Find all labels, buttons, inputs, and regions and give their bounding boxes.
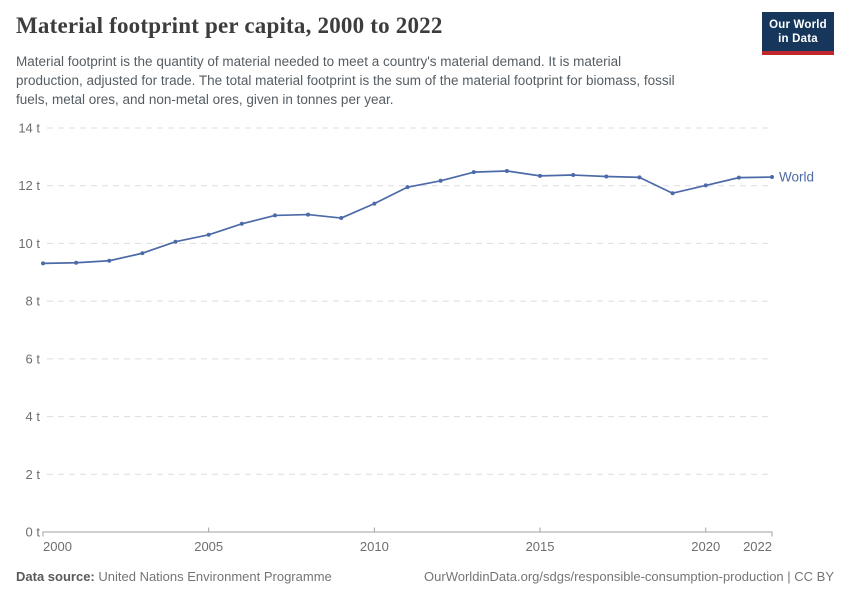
data-point-marker[interactable] bbox=[637, 175, 642, 180]
data-point-marker[interactable] bbox=[41, 261, 45, 266]
data-point-marker[interactable] bbox=[372, 201, 377, 206]
x-axis-line bbox=[42, 531, 773, 537]
chart-subtitle: Material footprint is the quantity of ma… bbox=[16, 52, 834, 109]
data-point-marker[interactable] bbox=[770, 175, 774, 180]
data-point-marker[interactable] bbox=[604, 174, 609, 179]
y-axis-tick-label: 0 t bbox=[26, 525, 41, 540]
data-source-value: United Nations Environment Programme bbox=[98, 569, 332, 584]
citation-link[interactable]: OurWorldinData.org/sdgs/responsible-cons… bbox=[424, 569, 834, 584]
x-axis-tick-label: 2015 bbox=[526, 539, 555, 554]
x-axis-tick-label: 2000 bbox=[43, 539, 72, 554]
data-point-marker[interactable] bbox=[471, 170, 476, 175]
owid-logo[interactable]: Our World in Data bbox=[762, 12, 834, 55]
data-point-marker[interactable] bbox=[173, 239, 178, 244]
data-point-marker[interactable] bbox=[703, 183, 708, 188]
data-point-marker[interactable] bbox=[504, 168, 509, 173]
owid-logo-text-line2: in Data bbox=[778, 33, 818, 45]
data-source-label: Data source: bbox=[16, 569, 95, 584]
y-axis-tick-label: 12 t bbox=[18, 178, 40, 193]
x-axis-tick-label: 2020 bbox=[691, 539, 720, 554]
chart-header: Material footprint per capita, 2000 to 2… bbox=[16, 12, 834, 109]
x-axis-tick-label: 2022 bbox=[743, 539, 772, 554]
data-point-marker[interactable] bbox=[571, 173, 576, 178]
data-point-marker[interactable] bbox=[339, 216, 344, 221]
data-point-marker[interactable] bbox=[140, 251, 145, 256]
x-axis-tick-label: 2010 bbox=[360, 539, 389, 554]
data-source: Data source: United Nations Environment … bbox=[16, 569, 332, 584]
subtitle-line: Material footprint is the quantity of ma… bbox=[16, 54, 622, 69]
data-point-marker[interactable] bbox=[538, 173, 543, 178]
y-axis-tick-label: 8 t bbox=[26, 294, 41, 309]
owid-logo-text-line1: Our World bbox=[769, 19, 827, 31]
data-point-marker[interactable] bbox=[736, 175, 741, 180]
subtitle-line: production, adjusted for trade. The tota… bbox=[16, 73, 675, 88]
data-point-marker[interactable] bbox=[206, 232, 211, 237]
data-point-marker[interactable] bbox=[272, 213, 277, 218]
data-point-marker[interactable] bbox=[239, 221, 244, 226]
series-end-label[interactable]: World bbox=[779, 170, 814, 185]
y-axis-tick-label: 14 t bbox=[18, 121, 40, 136]
data-point-marker[interactable] bbox=[405, 185, 410, 190]
data-point-marker[interactable] bbox=[670, 191, 675, 196]
x-axis-tick-label: 2005 bbox=[194, 539, 223, 554]
data-point-marker[interactable] bbox=[74, 260, 79, 265]
subtitle-line: fuels, metal ores, and non-metal ores, g… bbox=[16, 92, 394, 107]
y-axis-tick-label: 4 t bbox=[26, 409, 41, 424]
data-point-marker[interactable] bbox=[438, 178, 443, 183]
data-point-marker[interactable] bbox=[107, 258, 112, 263]
world-line[interactable] bbox=[42, 170, 773, 265]
y-axis-tick-label: 6 t bbox=[26, 351, 41, 366]
y-axis-tick-label: 10 t bbox=[18, 236, 40, 251]
data-point-marker[interactable] bbox=[306, 212, 311, 217]
chart-title: Material footprint per capita, 2000 to 2… bbox=[16, 13, 443, 38]
chart-footer: Data source: United Nations Environment … bbox=[16, 569, 834, 584]
y-axis-tick-label: 2 t bbox=[26, 467, 41, 482]
